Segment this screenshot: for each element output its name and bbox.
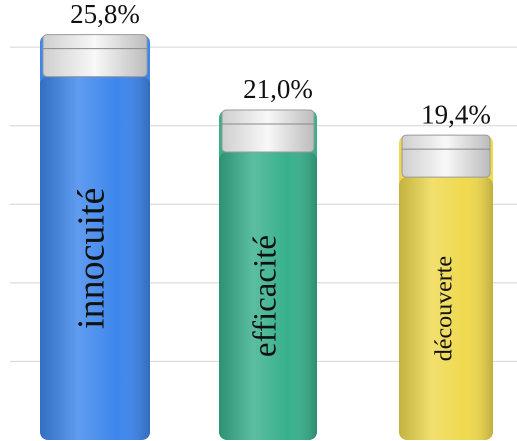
- category-label: innocuité: [71, 188, 113, 329]
- bar-shine: [399, 177, 493, 440]
- value-label: 19,4%: [421, 99, 491, 129]
- bar-shine: [40, 76, 150, 441]
- value-label: 21,0%: [243, 74, 313, 104]
- category-label: efficacité: [248, 235, 284, 357]
- bar-cap: [42, 34, 148, 78]
- bar-cap: [221, 109, 315, 153]
- bar-shine: [219, 152, 317, 440]
- value-label: 25,8%: [70, 0, 140, 29]
- category-label: découverte: [432, 256, 458, 361]
- bar-cap: [401, 134, 491, 178]
